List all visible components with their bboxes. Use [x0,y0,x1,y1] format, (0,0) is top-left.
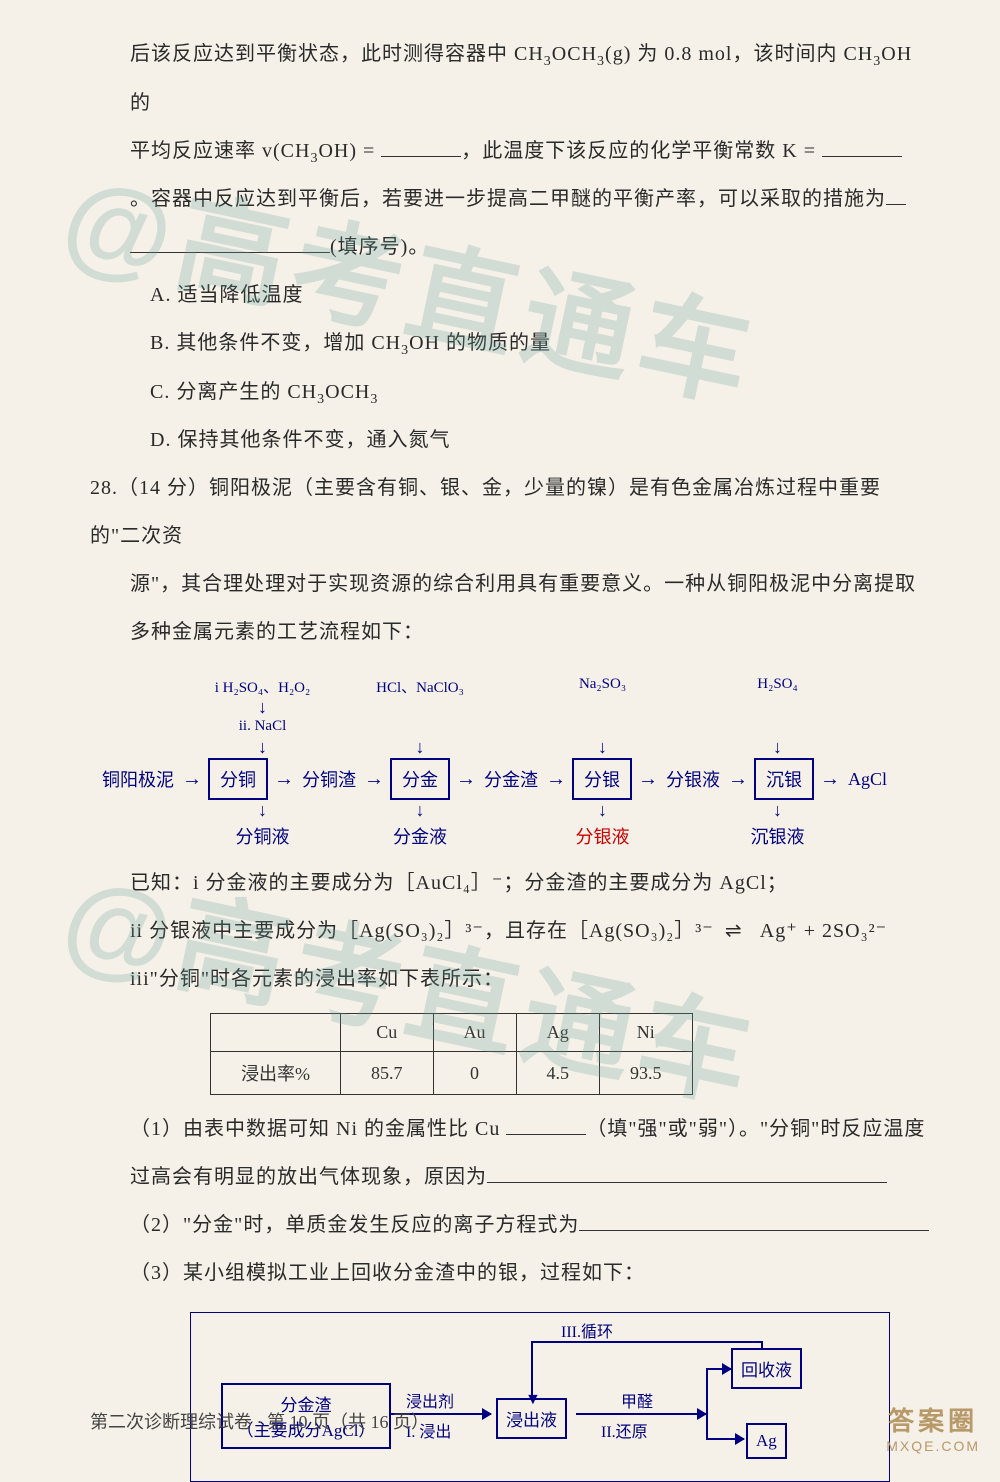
option-d: D. 保持其他条件不变，通入氮气 [90,416,930,464]
known-line-1: 已知：i 分金液的主要成分为［AuCl₄］⁻；分金渣的主要成分为 AgCl； [90,859,930,907]
arrow-icon: → [272,768,296,791]
intro-line-1: 后该反应达到平衡状态，此时测得容器中 CH3OCH3(g) 为 0.8 mol，… [90,30,930,127]
process-flow-diagram: i H₂SO₄、H₂O₂ ↓ ii. NaCl HCl、NaClO₃ Na₂SO… [100,676,930,849]
blank-measure-cont[interactable] [130,233,330,253]
intro-line-2: 平均反应速率 v(CH3OH) = ，此温度下该反应的化学平衡常数 K = [90,127,930,176]
leaching-rate-table: Cu Au Ag Ni 浸出率% 85.7 0 4.5 93.5 [210,1013,693,1095]
sub-q1-line-2: 过高会有明显的放出气体现象，原因为 [90,1153,930,1201]
q28-line-1: 28.（14 分）铜阳极泥（主要含有铜、银、金，少量的镍）是有色金属冶炼过程中重… [90,464,930,560]
sub-q3: （3）某小组模拟工业上回收分金渣中的银，过程如下： [90,1249,930,1297]
flow-box-4: 沉银 [754,758,814,800]
blank-rate[interactable] [381,137,461,157]
arrow-icon: → [636,768,660,791]
intro-line-4: (填序号)。 [90,223,930,271]
q28-number: 28.（14 分） [90,477,209,499]
page-footer: 第二次诊断理综试卷 · 第 10 页（共 16 页） [90,1408,429,1434]
option-a: A. 适当降低温度 [90,271,930,319]
sub-q1-line-1: （1）由表中数据可知 Ni 的金属性比 Cu （填"强"或"弱"）。"分铜"时反… [90,1105,930,1153]
arrow-icon: → [454,768,478,791]
blank-strength[interactable] [506,1115,586,1135]
recovery-flow-diagram: III.循环 分金渣 （主要成分AgCl） 浸出剂 I. 浸出 浸出液 ▼ 甲醛… [190,1312,890,1482]
flow-box-2: 分金 [390,758,450,800]
intro-line-3: 。容器中反应达到平衡后，若要进一步提高二甲醚的平衡产率，可以采取的措施为 [90,175,930,223]
known-line-3: iii"分铜"时各元素的浸出率如下表所示： [90,955,930,1003]
flow-box-3: 分银 [572,758,632,800]
q28-line-3: 多种金属元素的工艺流程如下： [90,608,930,656]
flow-box-1: 分铜 [208,758,268,800]
arrow-icon: → [362,768,386,791]
blank-ionic-eq[interactable] [579,1211,929,1231]
option-b: B. 其他条件不变，增加 CH3OH 的物质的量 [90,319,930,368]
arrow-icon: → [726,768,750,791]
blank-reason[interactable] [487,1163,887,1183]
arrow-icon: → [180,768,204,791]
site-logo: 答案圈 MXQE.COM [886,1401,980,1454]
q28-line-2: 源"，其合理处理对于实现资源的综合利用具有重要意义。一种从铜阳极泥中分离提取 [90,560,930,608]
arrow-icon: → [544,768,568,791]
blank-measure[interactable] [886,185,906,205]
sub-q2: （2）"分金"时，单质金发生反应的离子方程式为 [90,1201,930,1249]
flow-start: 铜阳极泥 [100,766,176,792]
known-line-2: ii 分银液中主要成分为［Ag(SO₃)₂］³⁻，且存在［Ag(SO₃)₂］³⁻… [90,907,930,955]
blank-k[interactable] [822,137,902,157]
arrow-icon: → [818,768,842,791]
option-c: C. 分离产生的 CH3OCH3 [90,368,930,417]
